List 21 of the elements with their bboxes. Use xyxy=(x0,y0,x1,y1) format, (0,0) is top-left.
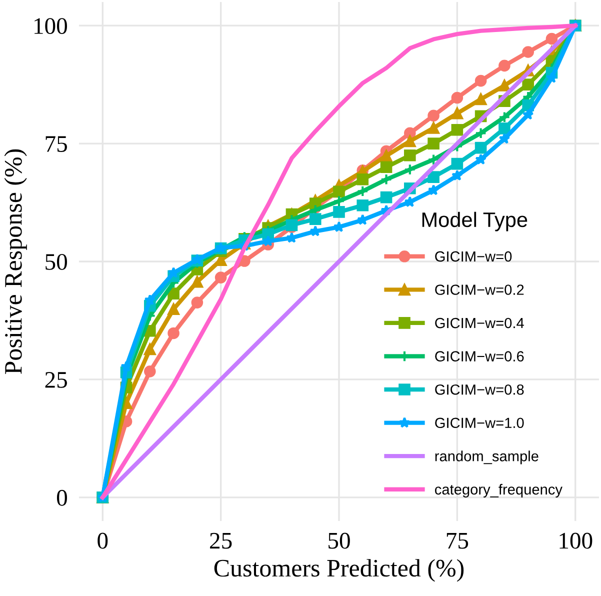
y-tick-label: 0 xyxy=(56,490,67,506)
legend-label: random_sample xyxy=(435,450,538,464)
y-tick-label: 25 xyxy=(45,372,67,388)
y-tick-label: 100 xyxy=(34,18,67,34)
legend-label: GICIM−w=0 xyxy=(435,251,512,262)
y-axis-title: Positive Response (%) xyxy=(4,149,27,374)
legend-label: GICIM−w=0.8 xyxy=(435,384,524,395)
legend-label: GICIM−w=1.0 xyxy=(435,418,524,428)
y-tick-label: 75 xyxy=(46,136,67,152)
legend-label: GICIM−w=0.6 xyxy=(435,351,524,362)
legend-label: GICIM−w=0.2 xyxy=(435,284,524,295)
x-tick-label: 25 xyxy=(210,532,232,549)
legend-label: category_frequency xyxy=(435,484,562,498)
x-tick-label: 50 xyxy=(328,532,350,549)
x-tick-label: 75 xyxy=(446,533,468,549)
y-tick-label: 50 xyxy=(46,254,67,270)
x-tick-label: 0 xyxy=(98,532,108,549)
x-tick-label: 100 xyxy=(560,532,592,549)
legend-label: GICIM−w=0.4 xyxy=(435,318,524,328)
x-axis-title: Customers Predicted (%) xyxy=(214,559,464,582)
legend-title: Model Type xyxy=(422,212,528,232)
